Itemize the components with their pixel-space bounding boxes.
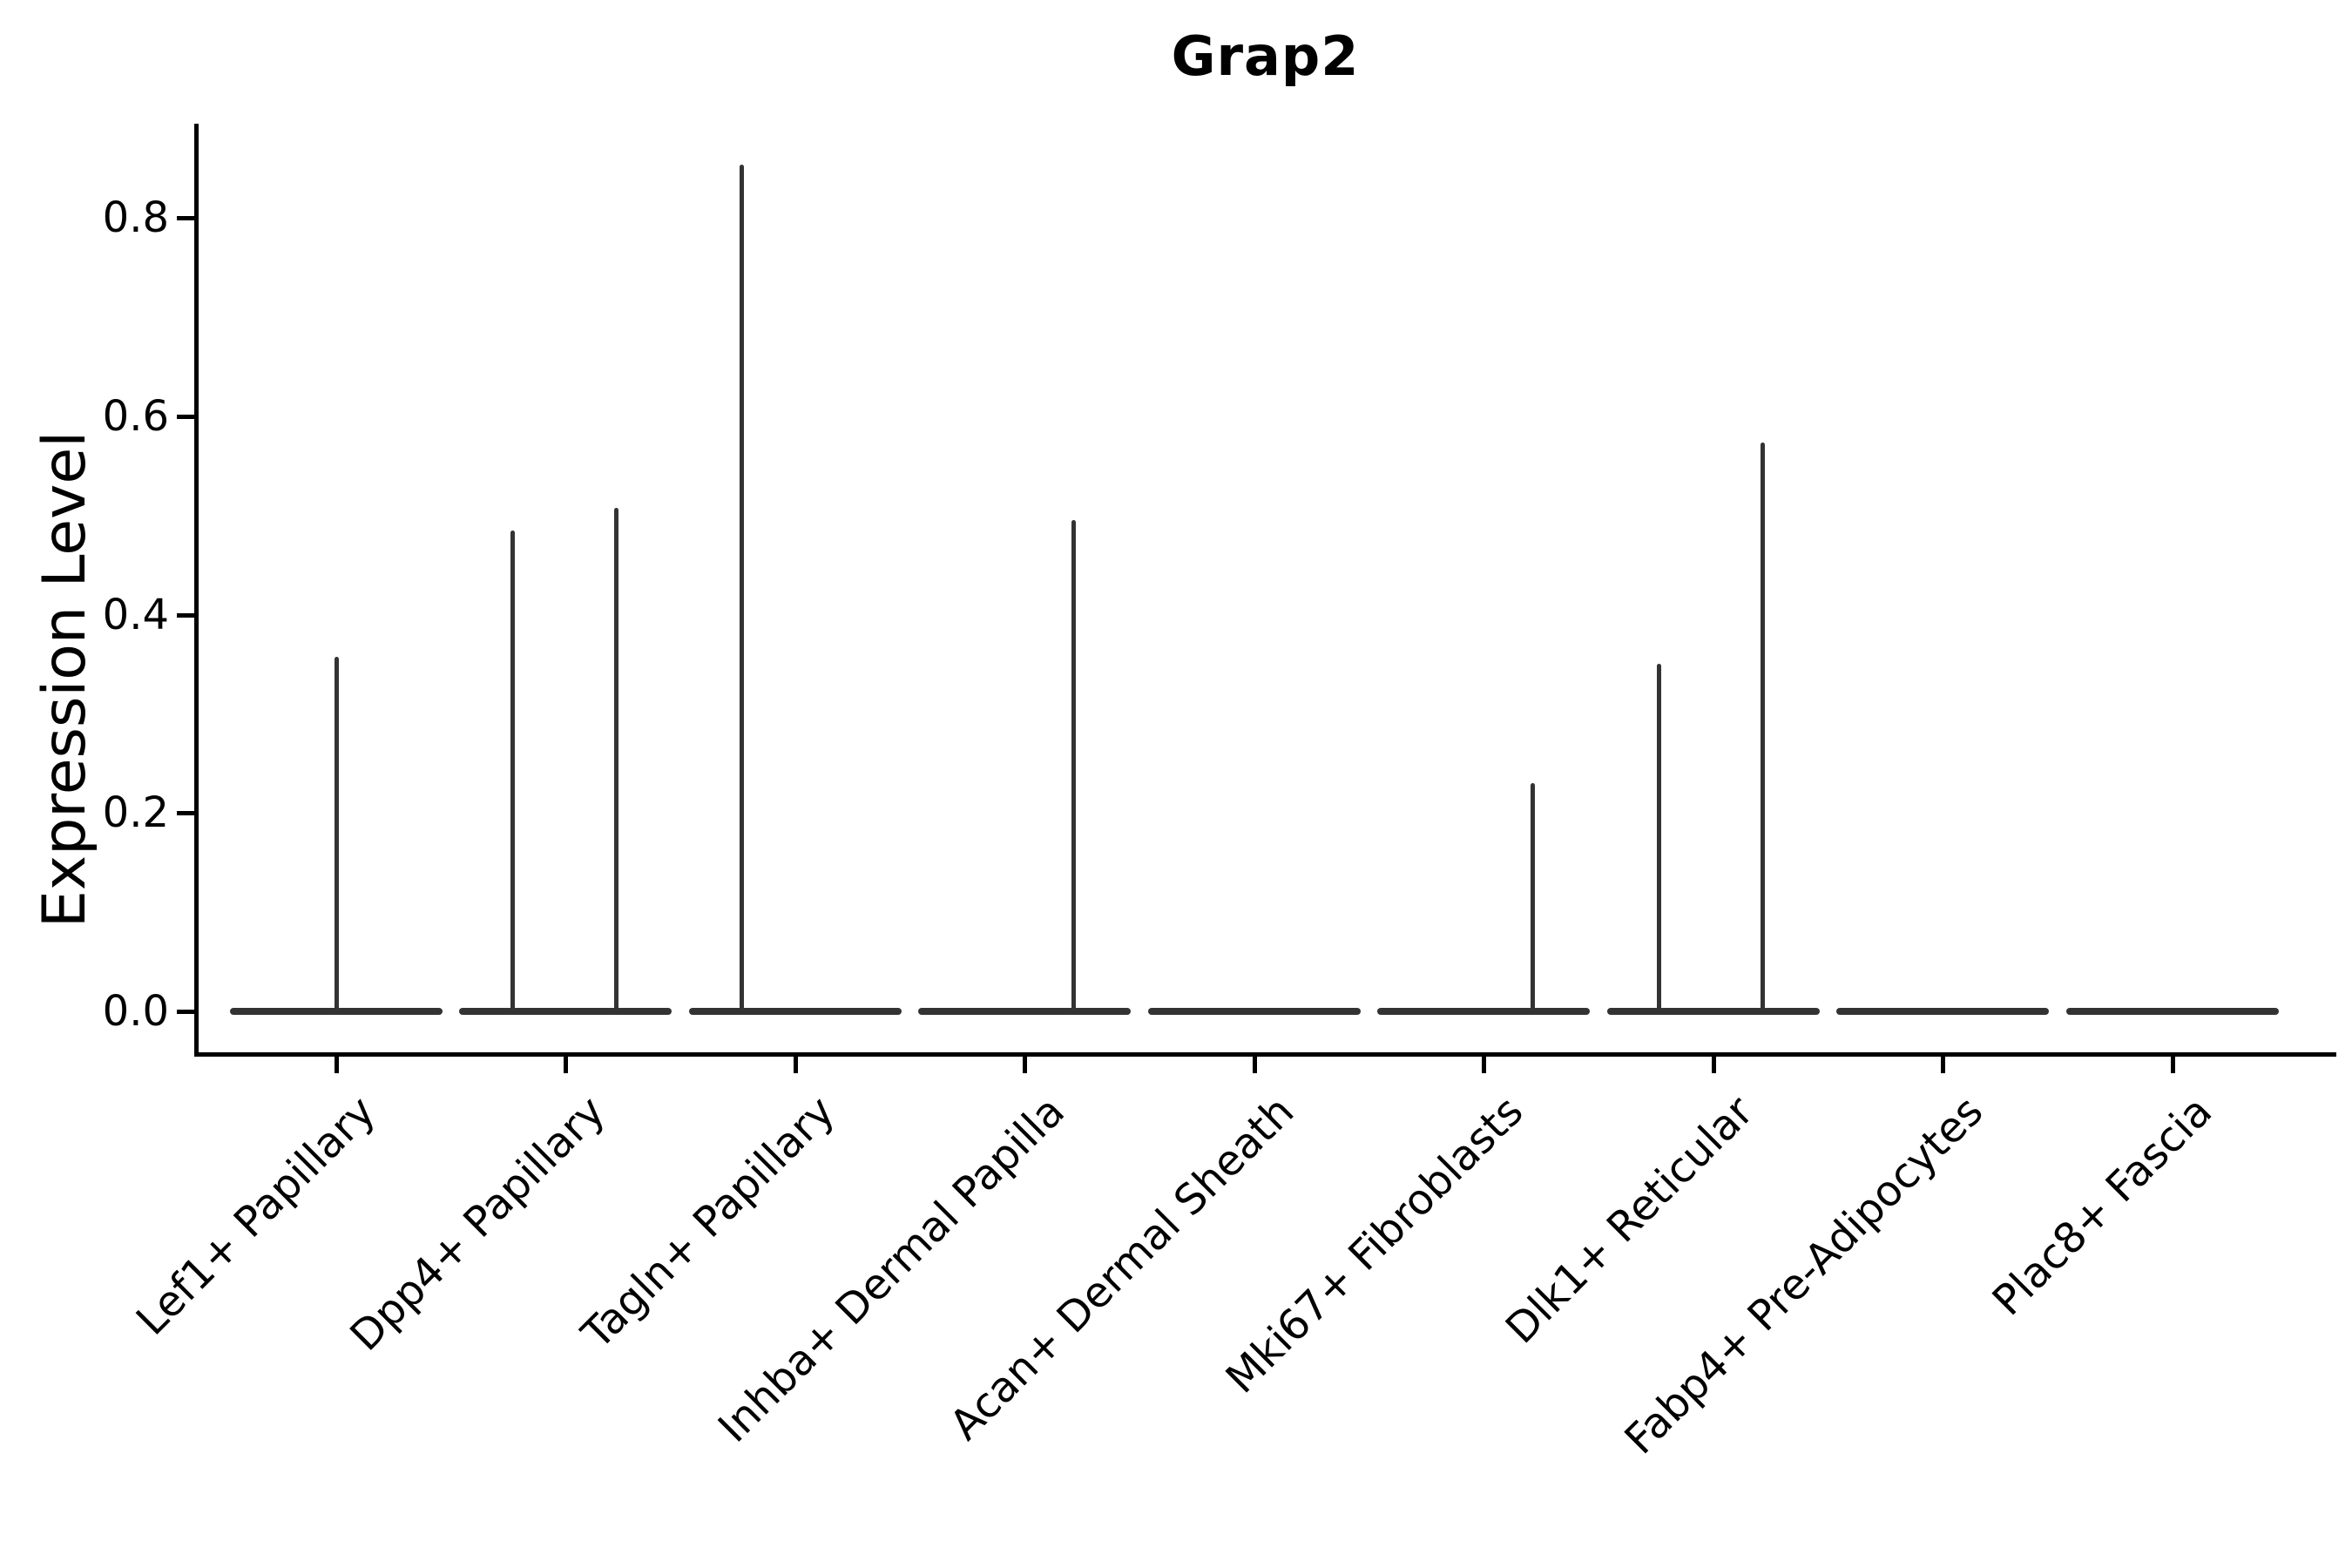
violin-spike [1531, 783, 1536, 1015]
violin-spike [334, 657, 339, 1015]
y-tick-label: 0.6 [102, 391, 169, 441]
violin-spike [614, 507, 619, 1015]
violin-base [1147, 1008, 1361, 1015]
y-tick [177, 414, 194, 419]
x-tick [1252, 1056, 1257, 1073]
violin-spike [1656, 664, 1661, 1015]
violin-spike [740, 164, 745, 1015]
violin-base [2065, 1008, 2279, 1015]
violin-base [1606, 1008, 1820, 1015]
violin-spike [1071, 520, 1077, 1015]
x-tick [2170, 1056, 2175, 1073]
y-tick-label: 0.0 [102, 987, 169, 1036]
y-tick [177, 811, 194, 816]
x-axis-spine [194, 1052, 2336, 1057]
x-tick [1482, 1056, 1486, 1073]
violin-base [1836, 1008, 2050, 1015]
x-tick-label: Plac8+ Fascia [1983, 1086, 2222, 1326]
x-tick [1711, 1056, 1716, 1073]
x-tick [1941, 1056, 1945, 1073]
violin-base [459, 1008, 672, 1015]
y-tick-label: 0.4 [102, 590, 169, 639]
chart-title: Grap2 [1171, 24, 1360, 88]
violin-spike [510, 530, 515, 1015]
violin-base [1377, 1008, 1591, 1015]
violin-spike [1760, 443, 1765, 1015]
x-tick-label: Lef1+ Papillary [127, 1086, 386, 1345]
x-tick [564, 1056, 568, 1073]
violin-base [918, 1008, 1132, 1015]
x-tick [793, 1056, 798, 1073]
y-tick-label: 0.8 [102, 193, 169, 242]
x-tick-label: Dlk1+ Reticular [1496, 1086, 1763, 1354]
y-tick-label: 0.2 [102, 788, 169, 838]
y-axis-spine [194, 124, 199, 1057]
y-tick [177, 612, 194, 618]
x-tick [334, 1056, 339, 1073]
violin-base [688, 1008, 902, 1015]
y-tick [177, 216, 194, 220]
y-tick [177, 1010, 194, 1014]
x-tick-label: Tagln+ Papillary [572, 1086, 845, 1359]
x-tick [1023, 1056, 1027, 1073]
